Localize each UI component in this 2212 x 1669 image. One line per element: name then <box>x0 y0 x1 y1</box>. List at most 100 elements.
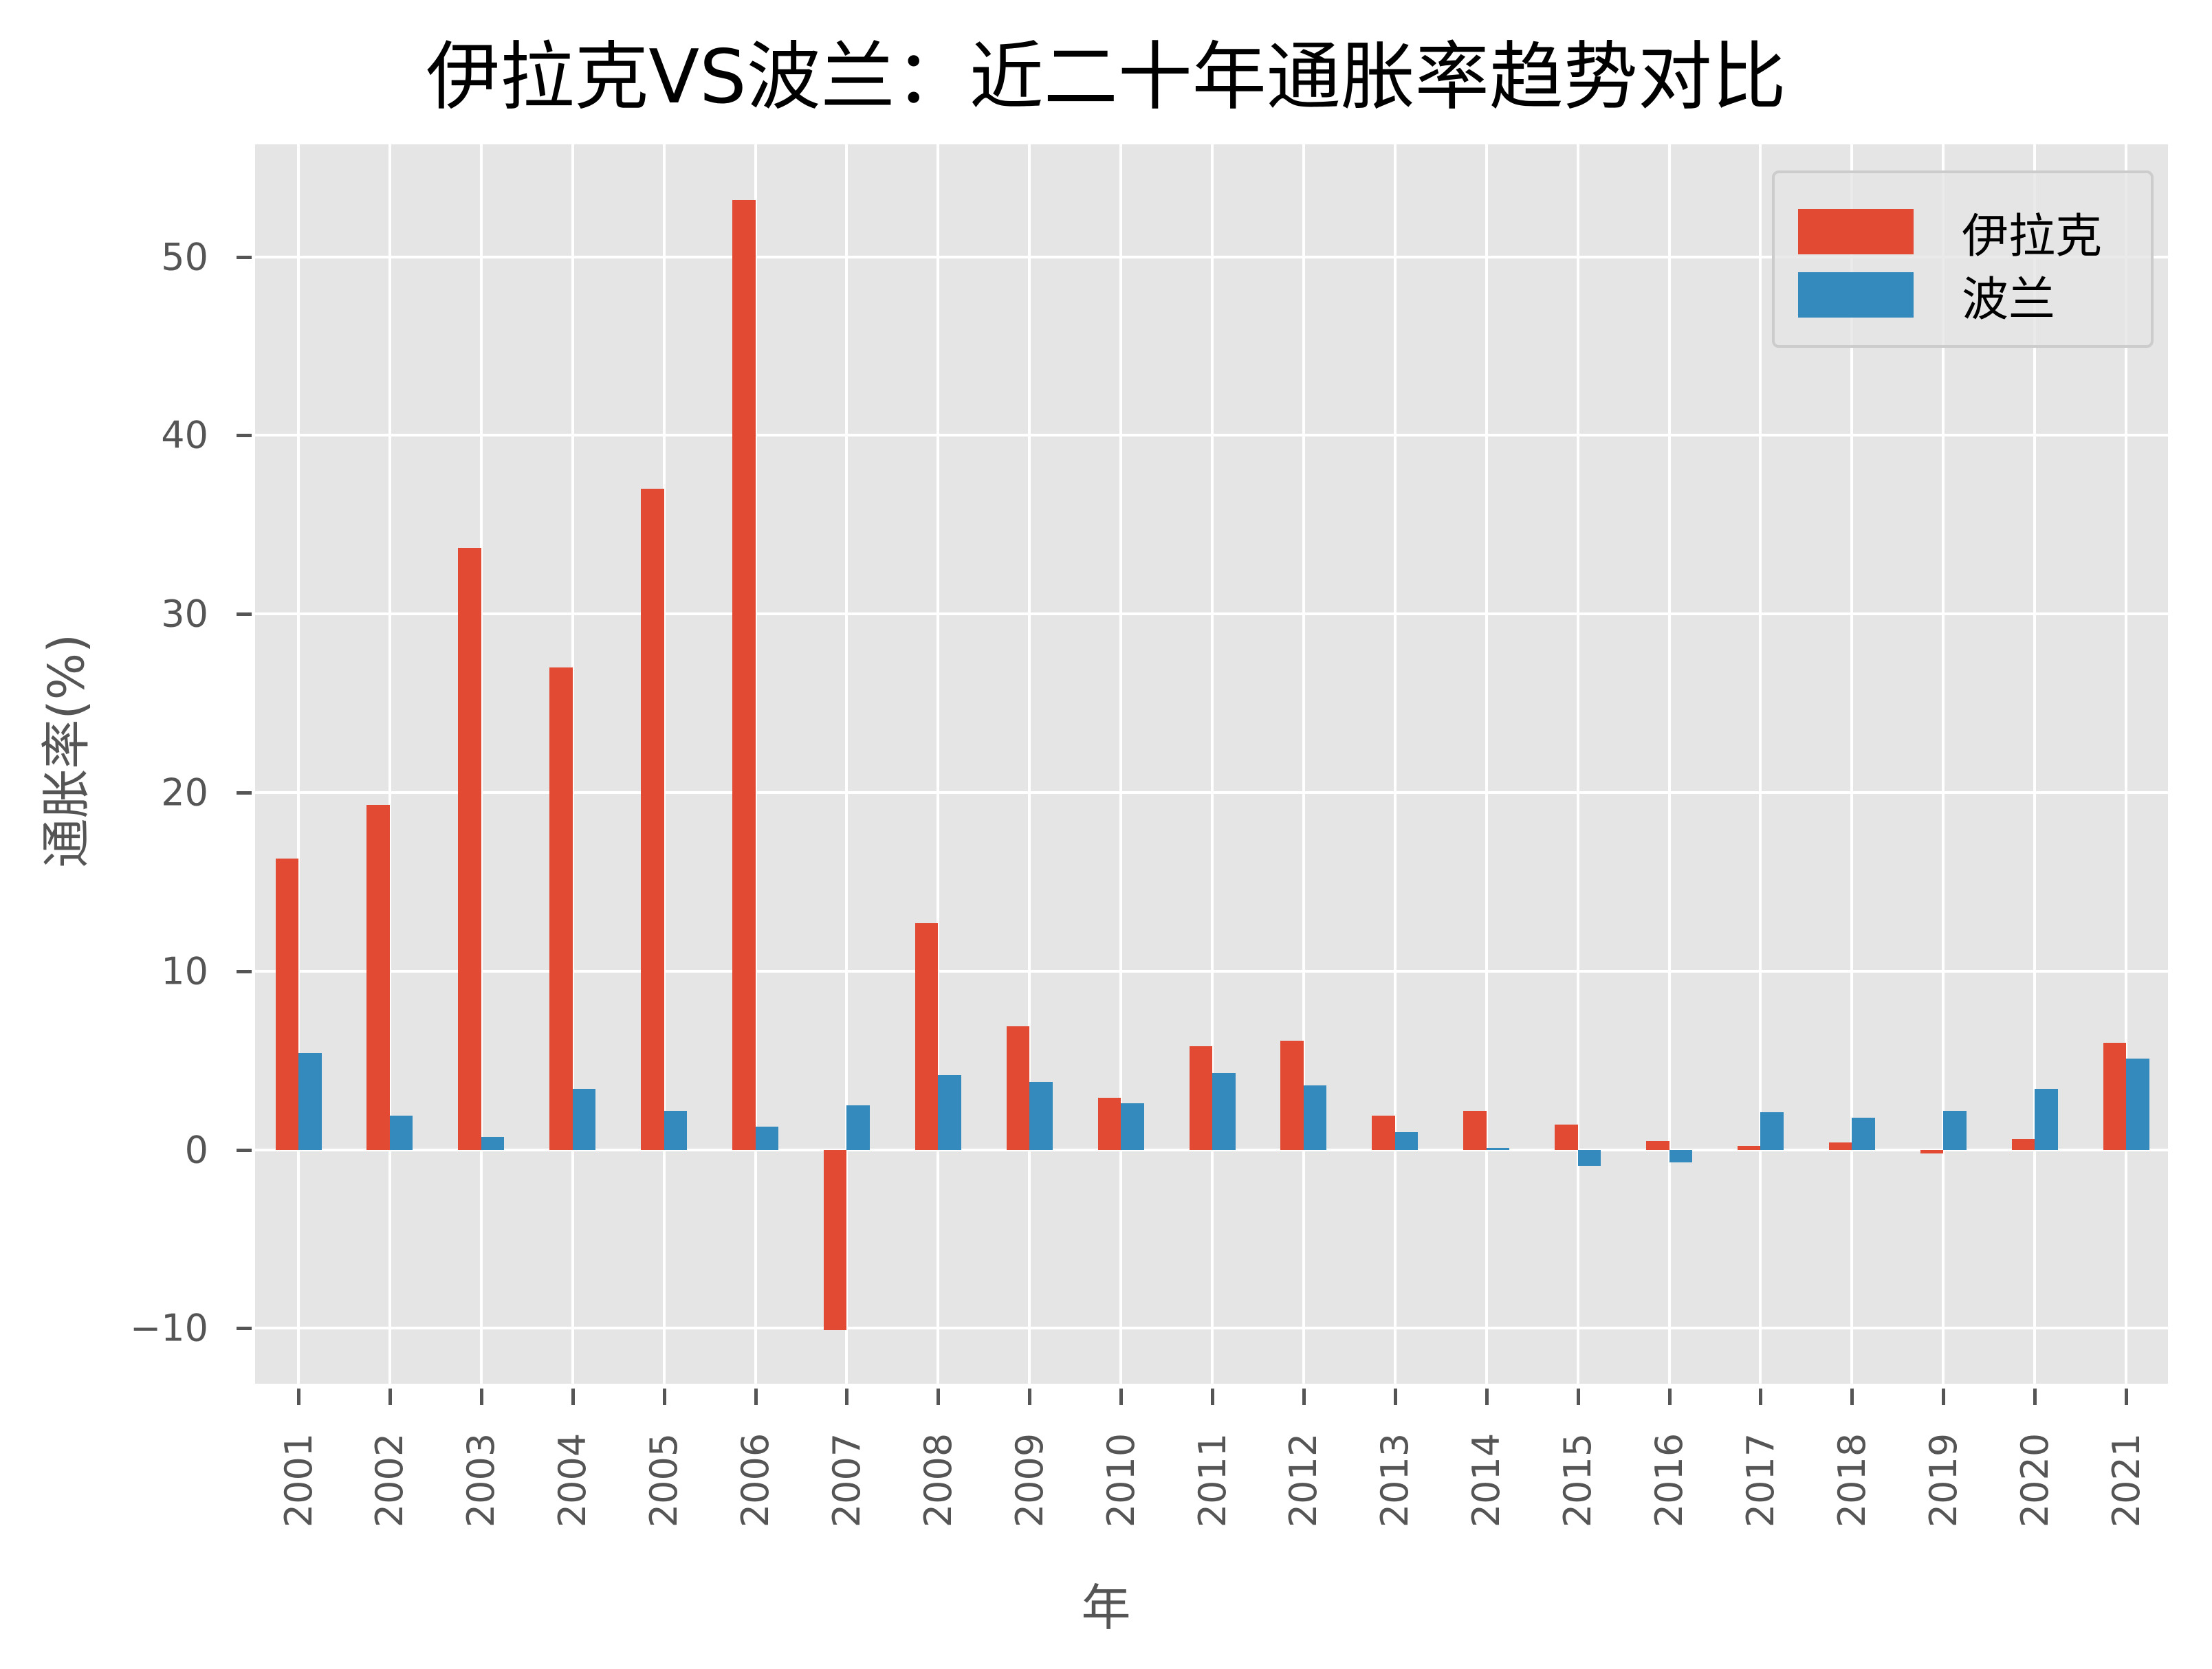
bar-iraq-2006 <box>732 199 756 1150</box>
y-tick-label: 20 <box>161 771 208 815</box>
bar-iraq-2003 <box>458 548 481 1150</box>
x-tick-label: 2002 <box>368 1433 412 1528</box>
bar-iraq-2001 <box>275 859 298 1150</box>
v-gridline <box>1119 144 1123 1384</box>
y-tick-label: 0 <box>184 1128 208 1172</box>
x-tick-mark <box>571 1389 575 1405</box>
bar-iraq-2018 <box>1828 1142 1852 1150</box>
bar-poland-2013 <box>1394 1131 1419 1150</box>
bar-iraq-2010 <box>1097 1098 1121 1150</box>
bar-poland-2018 <box>1852 1117 1875 1150</box>
x-tick-mark <box>1393 1389 1397 1405</box>
bar-poland-2021 <box>2126 1059 2149 1150</box>
x-tick-label: 2019 <box>1921 1433 1965 1528</box>
bar-poland-2009 <box>1029 1081 1053 1150</box>
v-gridline <box>845 144 848 1384</box>
bar-poland-2015 <box>1577 1149 1601 1167</box>
x-tick-label: 2016 <box>1647 1433 1691 1528</box>
x-tick-label: 2012 <box>1282 1433 1326 1528</box>
bar-poland-2002 <box>389 1116 413 1150</box>
x-tick-mark <box>388 1389 392 1405</box>
bar-poland-2019 <box>1943 1110 1967 1150</box>
x-tick-label: 2017 <box>1739 1433 1783 1528</box>
bar-iraq-2007 <box>823 1149 847 1331</box>
y-tick-mark <box>237 791 252 795</box>
x-tick-label: 2006 <box>734 1433 778 1528</box>
v-gridline <box>1667 144 1671 1384</box>
bar-iraq-2009 <box>1006 1026 1030 1150</box>
x-tick-mark <box>1576 1389 1580 1405</box>
bar-poland-2005 <box>664 1110 688 1150</box>
v-gridline <box>754 144 757 1384</box>
y-tick-mark <box>237 434 252 438</box>
legend-swatch-poland <box>1798 272 1914 318</box>
v-gridline <box>1485 144 1488 1384</box>
x-tick-mark <box>754 1389 758 1405</box>
x-tick-label: 2020 <box>2013 1433 2057 1528</box>
x-tick-label: 2004 <box>551 1433 595 1528</box>
v-gridline <box>662 144 666 1384</box>
x-tick-label: 2014 <box>1465 1433 1509 1528</box>
y-tick-mark <box>237 255 252 259</box>
bar-iraq-2008 <box>915 922 939 1150</box>
x-tick-mark <box>1028 1389 1032 1405</box>
bar-iraq-2021 <box>2103 1042 2126 1150</box>
x-tick-label: 2005 <box>642 1433 686 1528</box>
chart-title: 伊拉克VS波兰：近二十年通胀率趋势对比 <box>426 34 1786 120</box>
x-tick-mark <box>1759 1389 1763 1405</box>
x-tick-mark <box>1667 1389 1672 1405</box>
legend: 伊拉克 波兰 <box>1772 170 2154 348</box>
bar-poland-2003 <box>481 1137 505 1150</box>
v-gridline <box>1576 144 1579 1384</box>
bar-iraq-2002 <box>366 805 390 1150</box>
y-tick-label: 30 <box>161 592 208 636</box>
bar-iraq-2020 <box>2011 1139 2035 1150</box>
x-tick-mark <box>297 1389 300 1405</box>
bar-poland-2004 <box>572 1089 596 1150</box>
bar-poland-2020 <box>2035 1089 2058 1150</box>
x-tick-mark <box>1119 1389 1124 1405</box>
bar-poland-2001 <box>298 1053 322 1150</box>
bar-iraq-2012 <box>1280 1041 1304 1150</box>
bar-iraq-2014 <box>1463 1110 1487 1150</box>
bar-poland-2007 <box>846 1105 870 1150</box>
x-tick-mark <box>2033 1389 2037 1405</box>
x-tick-label: 2015 <box>1556 1433 1600 1528</box>
v-gridline <box>1028 144 1031 1384</box>
x-tick-label: 2007 <box>825 1433 869 1528</box>
bar-iraq-2005 <box>641 489 664 1150</box>
legend-swatch-iraq <box>1798 209 1914 254</box>
y-tick-label: −10 <box>130 1306 208 1350</box>
v-gridline <box>1302 144 1305 1384</box>
x-tick-label: 2003 <box>459 1433 503 1528</box>
y-tick-mark <box>237 612 252 617</box>
x-tick-mark <box>845 1389 849 1405</box>
y-tick-mark <box>237 1148 252 1152</box>
y-axis-label: 通胀率(%) <box>37 633 96 868</box>
bar-iraq-2015 <box>1555 1125 1578 1150</box>
x-tick-mark <box>937 1389 941 1405</box>
v-gridline <box>1211 144 1214 1384</box>
plot-area <box>255 144 2168 1384</box>
x-tick-mark <box>1942 1389 1946 1405</box>
x-tick-label: 2011 <box>1190 1433 1234 1528</box>
v-gridline <box>479 144 483 1384</box>
bar-iraq-2017 <box>1737 1146 1761 1150</box>
x-tick-mark <box>662 1389 666 1405</box>
bar-iraq-2011 <box>1189 1046 1212 1150</box>
x-tick-mark <box>1211 1389 1214 1405</box>
bar-poland-2010 <box>1121 1103 1144 1150</box>
x-tick-label: 2018 <box>1830 1433 1874 1528</box>
x-tick-label: 2001 <box>276 1433 320 1528</box>
legend-item-poland: 波兰 <box>1798 271 2055 327</box>
bar-poland-2006 <box>755 1126 778 1150</box>
y-tick-label: 40 <box>161 413 208 457</box>
v-gridline <box>937 144 940 1384</box>
x-tick-mark <box>1850 1389 1854 1405</box>
y-tick-label: 10 <box>161 949 208 993</box>
bar-poland-2008 <box>938 1074 961 1150</box>
bar-poland-2016 <box>1669 1149 1692 1162</box>
bar-poland-2012 <box>1303 1085 1327 1150</box>
v-gridline <box>1393 144 1397 1384</box>
bar-poland-2017 <box>1760 1112 1784 1150</box>
